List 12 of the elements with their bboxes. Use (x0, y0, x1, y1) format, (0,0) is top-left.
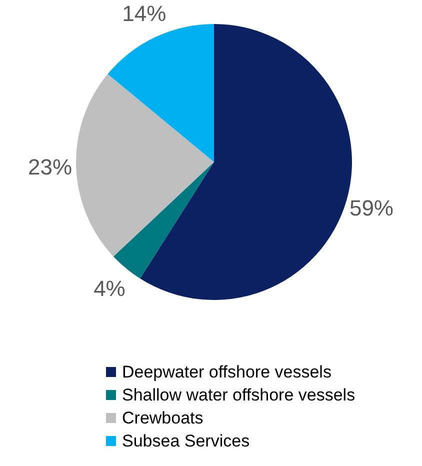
legend-label: Subsea Services (122, 432, 250, 450)
data-label: 23% (28, 154, 72, 180)
legend-label: Deepwater offshore vessels (122, 362, 332, 382)
legend-label: Shallow water offshore vessels (122, 386, 356, 404)
pie-slice (76, 74, 214, 256)
pie-slice (140, 24, 352, 300)
pie-slice (108, 24, 214, 162)
pie-slice (113, 162, 214, 279)
legend-label: Crewboats (122, 408, 204, 428)
data-label: 14% (122, 1, 166, 26)
data-label: 59% (349, 195, 394, 220)
data-label: 4% (94, 276, 126, 301)
